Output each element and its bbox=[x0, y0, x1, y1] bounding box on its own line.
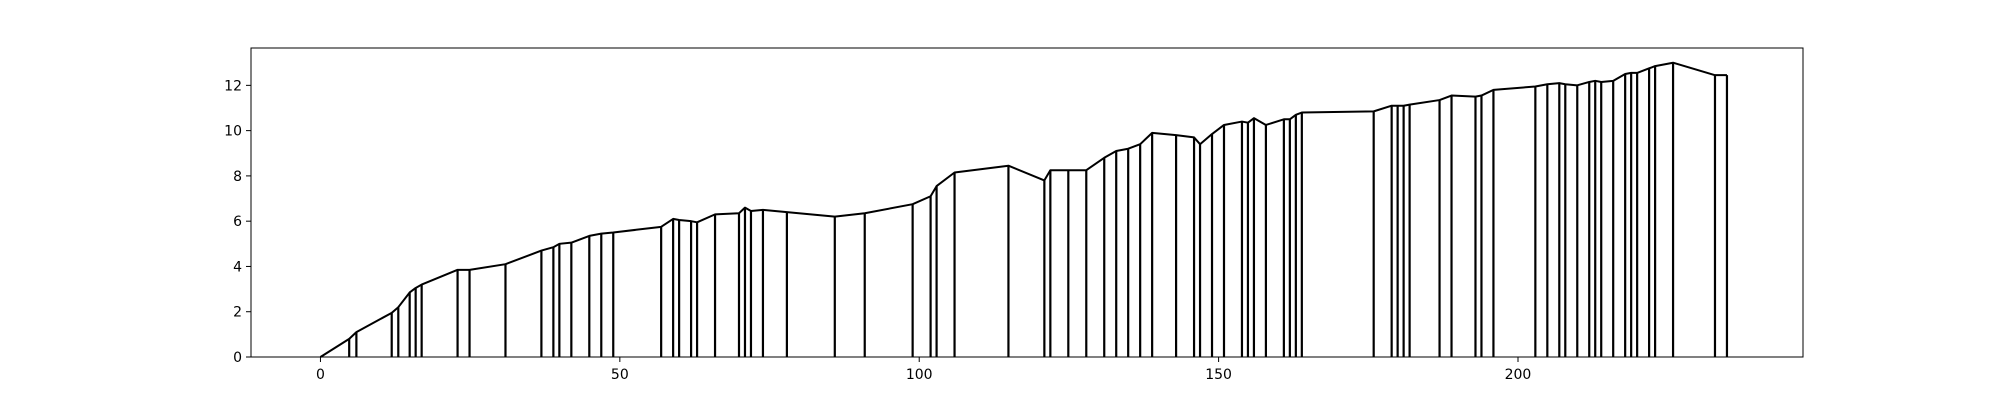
x-tick-label: 200 bbox=[1505, 367, 1532, 383]
y-tick-label: 2 bbox=[233, 305, 242, 321]
y-tick-label: 6 bbox=[233, 214, 242, 230]
plot-axes bbox=[250, 47, 1804, 358]
y-tick-label: 10 bbox=[224, 124, 242, 140]
y-tick-label: 0 bbox=[233, 350, 242, 366]
x-axis-ticks: 0 50 100 150 200 bbox=[316, 357, 1531, 383]
y-tick-label: 8 bbox=[233, 169, 242, 185]
x-tick-label: 0 bbox=[316, 367, 325, 383]
x-tick-label: 50 bbox=[611, 367, 629, 383]
series-line bbox=[319, 61, 1727, 358]
y-tick-label: 4 bbox=[233, 259, 242, 275]
plot-marks bbox=[319, 61, 1729, 358]
x-tick-label: 150 bbox=[1205, 367, 1232, 383]
y-tick-label: 12 bbox=[224, 78, 242, 94]
plot-frame bbox=[250, 47, 1804, 358]
y-axis-ticks: 0 2 4 6 8 10 12 bbox=[224, 78, 251, 366]
x-tick-label: 100 bbox=[906, 367, 933, 383]
